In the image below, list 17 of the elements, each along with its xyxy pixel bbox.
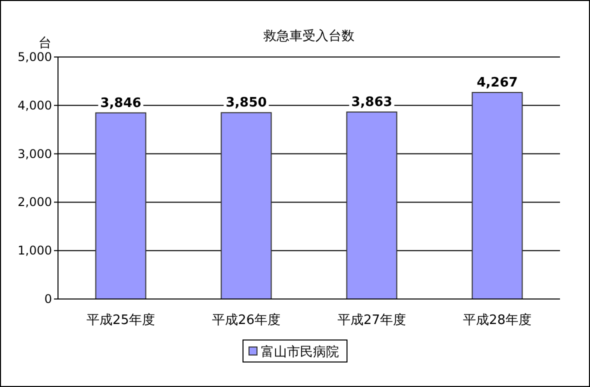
- data-label: 3,863: [351, 95, 392, 110]
- y-tick-label: 4,000: [18, 98, 52, 112]
- data-label: 3,846: [100, 96, 142, 111]
- y-tick-label: 0: [44, 292, 52, 306]
- x-tick-label: 平成26年度: [212, 312, 281, 328]
- y-axis-title: 台: [38, 36, 52, 51]
- y-tick-label: 2,000: [18, 195, 52, 210]
- y-tick-label: 1,000: [18, 244, 52, 258]
- data-label: 3,850: [226, 96, 267, 111]
- y-tick-label: 5,000: [18, 50, 52, 64]
- legend-label: 富山市民病院: [261, 344, 339, 360]
- x-tick-label: 平成28年度: [462, 312, 532, 328]
- data-label: 4,267: [476, 75, 518, 90]
- x-tick-label: 平成27年度: [337, 312, 406, 328]
- chart-title: 救急車受入台数: [262, 29, 354, 44]
- x-tick-label: 平成25年度: [86, 312, 156, 328]
- y-tick-label: 3,000: [18, 146, 52, 161]
